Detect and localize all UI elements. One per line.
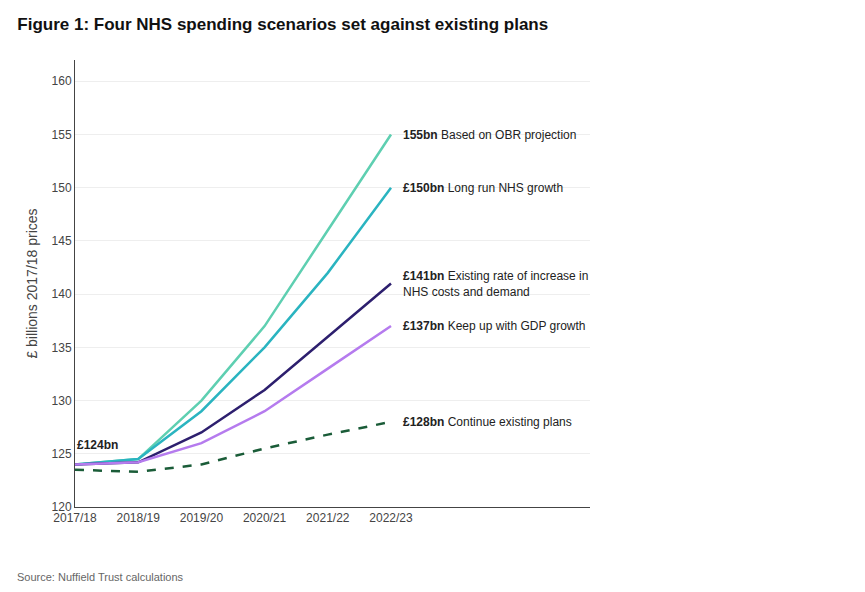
svg-text:155: 155 [52, 128, 72, 142]
svg-text:2020/21: 2020/21 [243, 511, 287, 525]
svg-text:£124bn: £124bn [77, 438, 118, 452]
svg-text:£ billions 2017/18 prices: £ billions 2017/18 prices [24, 208, 40, 358]
svg-text:125: 125 [52, 447, 72, 461]
svg-text:Source: Nuffield Trust calcula: Source: Nuffield Trust calculations [17, 571, 184, 583]
svg-text:2021/22: 2021/22 [306, 511, 350, 525]
svg-text:£141bn Existing rate of increa: £141bn Existing rate of increase inNHS c… [403, 269, 588, 299]
svg-text:Figure 1: Four NHS spending sc: Figure 1: Four NHS spending scenarios se… [17, 15, 548, 34]
svg-text:£137bn Keep up with GDP growth: £137bn Keep up with GDP growth [403, 319, 586, 333]
svg-text:120: 120 [52, 500, 72, 514]
svg-text:135: 135 [52, 341, 72, 355]
svg-text:150: 150 [52, 181, 72, 195]
svg-text:£150bn Long run NHS growth: £150bn Long run NHS growth [403, 181, 563, 195]
svg-text:130: 130 [52, 394, 72, 408]
svg-text:2017/18: 2017/18 [53, 511, 97, 525]
svg-text:145: 145 [52, 234, 72, 248]
svg-text:2019/20: 2019/20 [180, 511, 224, 525]
svg-text:155bn Based on OBR projection: 155bn Based on OBR projection [403, 128, 576, 142]
svg-text:2018/19: 2018/19 [117, 511, 161, 525]
svg-text:160: 160 [52, 74, 72, 88]
svg-text:£128bn Continue existing plans: £128bn Continue existing plans [403, 415, 572, 429]
svg-text:140: 140 [52, 287, 72, 301]
svg-text:2022/23: 2022/23 [369, 511, 413, 525]
